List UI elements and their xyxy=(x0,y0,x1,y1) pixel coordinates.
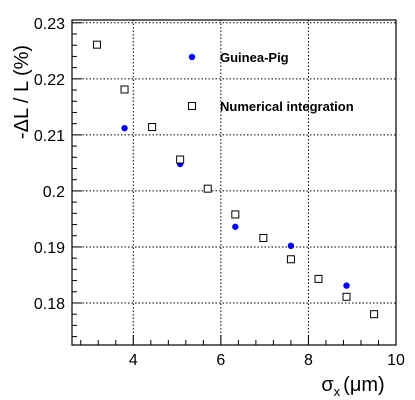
legend-marker-guinea-pig xyxy=(188,53,196,61)
x-axis-title: σx (μm) xyxy=(321,374,384,399)
guinea-pig-point xyxy=(343,282,350,289)
legend-marker-numerical-integration xyxy=(188,102,196,110)
y-tick-label: 0.18 xyxy=(34,296,65,313)
plot-frame xyxy=(71,19,397,346)
x-tick-label: 4 xyxy=(129,352,138,369)
numerical-integration-point xyxy=(370,310,379,319)
numerical-integration-point xyxy=(286,255,295,264)
y-tick-label: 0.23 xyxy=(34,16,65,33)
numerical-integration-point xyxy=(231,210,240,219)
legend-label: Guinea-Pig xyxy=(220,50,289,65)
x-axis-title-symbol: σ xyxy=(321,374,334,396)
data-points xyxy=(92,40,379,319)
numerical-integration-point xyxy=(148,123,157,132)
legend: Guinea-Pig Numerical integration xyxy=(188,50,354,114)
guinea-pig-point xyxy=(232,223,239,230)
y-tick-label: 0.19 xyxy=(34,240,65,257)
y-tick-label: 0.2 xyxy=(43,184,65,201)
grid xyxy=(72,20,396,345)
axes xyxy=(71,19,397,346)
numerical-integration-point xyxy=(203,184,212,193)
ticks: 4 6 8 10 0.18 0.19 0.2 0.21 0.22 0.23 xyxy=(34,16,405,369)
x-tick-label: 8 xyxy=(304,352,313,369)
x-axis-title-subscript: x xyxy=(334,384,341,399)
numerical-integration-point xyxy=(120,85,129,94)
y-tick-label: 0.21 xyxy=(34,128,65,145)
numerical-integration-point xyxy=(314,274,323,283)
numerical-integration-point xyxy=(92,40,101,49)
y-tick-label: 0.22 xyxy=(34,72,65,89)
x-tick-label: 6 xyxy=(216,352,225,369)
x-axis-title-unit: (μm) xyxy=(343,374,385,396)
guinea-pig-point xyxy=(121,124,128,132)
y-axis-title: -ΔL / L (%) xyxy=(11,45,33,139)
guinea-pig-point xyxy=(287,242,295,250)
numerical-integration-point xyxy=(259,233,268,242)
legend-label: Numerical integration xyxy=(220,99,354,114)
numerical-integration-point xyxy=(176,155,185,164)
x-tick-label: 10 xyxy=(387,352,405,369)
numerical-integration-point xyxy=(342,292,351,301)
